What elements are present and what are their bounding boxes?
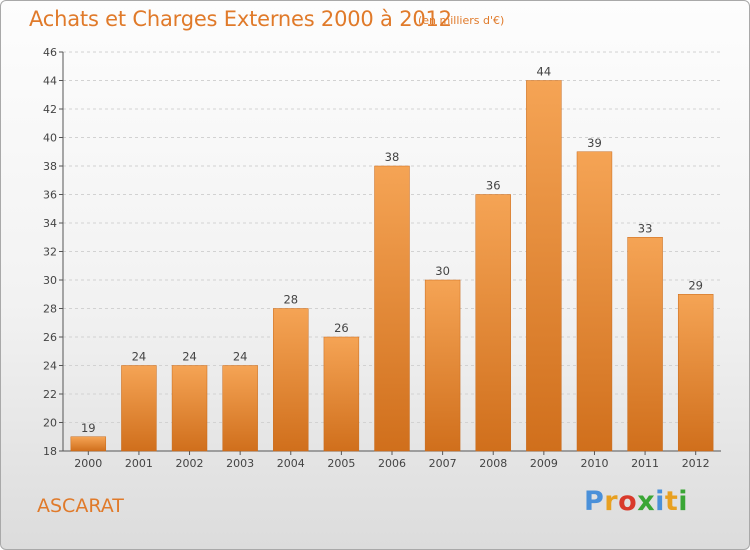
bar bbox=[70, 436, 107, 452]
bar-value-label: 44 bbox=[537, 65, 552, 79]
y-tick-label: 24 bbox=[43, 360, 57, 373]
brand-letter: x bbox=[637, 486, 656, 517]
bar bbox=[627, 237, 663, 452]
bar bbox=[677, 294, 714, 452]
bar bbox=[374, 165, 410, 452]
bar-value-label: 24 bbox=[132, 350, 147, 364]
x-tick-label: 2012 bbox=[682, 457, 710, 470]
brand-letter: i bbox=[655, 486, 665, 517]
x-tick-label: 2003 bbox=[226, 457, 254, 470]
y-tick-label: 38 bbox=[43, 160, 57, 173]
x-tick-label: 2002 bbox=[176, 457, 204, 470]
bar bbox=[323, 336, 360, 452]
bar bbox=[171, 365, 208, 452]
bar-value-label: 24 bbox=[233, 350, 248, 364]
brand-logo[interactable]: Proxiti bbox=[584, 486, 688, 517]
bar-value-label: 24 bbox=[182, 350, 197, 364]
x-tick-label: 2000 bbox=[74, 457, 102, 470]
x-tick-label: 2005 bbox=[327, 457, 355, 470]
bar-value-label: 33 bbox=[638, 221, 653, 235]
bar bbox=[273, 308, 309, 452]
bar bbox=[222, 365, 258, 452]
bar-value-label: 26 bbox=[334, 321, 349, 335]
y-tick-label: 42 bbox=[43, 103, 57, 116]
bar-value-label: 29 bbox=[688, 278, 703, 292]
bar bbox=[475, 194, 511, 452]
bar bbox=[576, 151, 613, 452]
bar bbox=[526, 80, 562, 452]
bar-value-label: 39 bbox=[587, 136, 602, 150]
x-tick-label: 2010 bbox=[580, 457, 608, 470]
x-tick-label: 2006 bbox=[378, 457, 406, 470]
y-tick-label: 22 bbox=[43, 388, 57, 401]
commune-name: ASCARAT bbox=[37, 495, 124, 517]
y-tick-label: 30 bbox=[43, 274, 57, 287]
bar-value-label: 28 bbox=[283, 293, 298, 307]
y-tick-label: 46 bbox=[43, 46, 57, 59]
y-tick-label: 34 bbox=[43, 217, 57, 230]
x-tick-label: 2009 bbox=[530, 457, 558, 470]
y-tick-label: 18 bbox=[43, 445, 57, 458]
y-tick-label: 20 bbox=[43, 417, 57, 430]
brand-letter: i bbox=[678, 486, 689, 517]
y-tick-label: 32 bbox=[43, 246, 57, 259]
y-tick-label: 28 bbox=[43, 303, 57, 316]
x-tick-label: 2001 bbox=[125, 457, 153, 470]
y-tick-label: 26 bbox=[43, 331, 57, 344]
bar-value-label: 36 bbox=[486, 179, 501, 193]
y-tick-label: 36 bbox=[43, 189, 57, 202]
chart-subtitle: (en milliers d'€) bbox=[418, 14, 505, 27]
y-tick-label: 44 bbox=[43, 75, 57, 88]
bar-value-label: 30 bbox=[435, 264, 450, 278]
y-tick-label: 40 bbox=[43, 132, 57, 145]
brand-letter: o bbox=[618, 486, 638, 517]
labels: 18 20 22 24 26 28 30 32 34 36 38 40 42 44 46 19 2000 24 20… bbox=[43, 46, 710, 470]
chart-title: Achats et Charges Externes 2000 à 2012 bbox=[29, 7, 452, 31]
x-tick-label: 2007 bbox=[429, 457, 457, 470]
bars bbox=[70, 80, 714, 452]
brand-letter: t bbox=[664, 486, 679, 517]
bar-value-label: 19 bbox=[81, 421, 96, 435]
bar bbox=[121, 365, 157, 452]
x-tick-label: 2004 bbox=[277, 457, 305, 470]
bar bbox=[424, 279, 461, 452]
x-tick-label: 2011 bbox=[631, 457, 659, 470]
bar-value-label: 38 bbox=[385, 150, 400, 164]
brand-letter: P bbox=[584, 486, 605, 517]
x-tick-label: 2008 bbox=[479, 457, 507, 470]
brand-letter: r bbox=[604, 486, 619, 517]
